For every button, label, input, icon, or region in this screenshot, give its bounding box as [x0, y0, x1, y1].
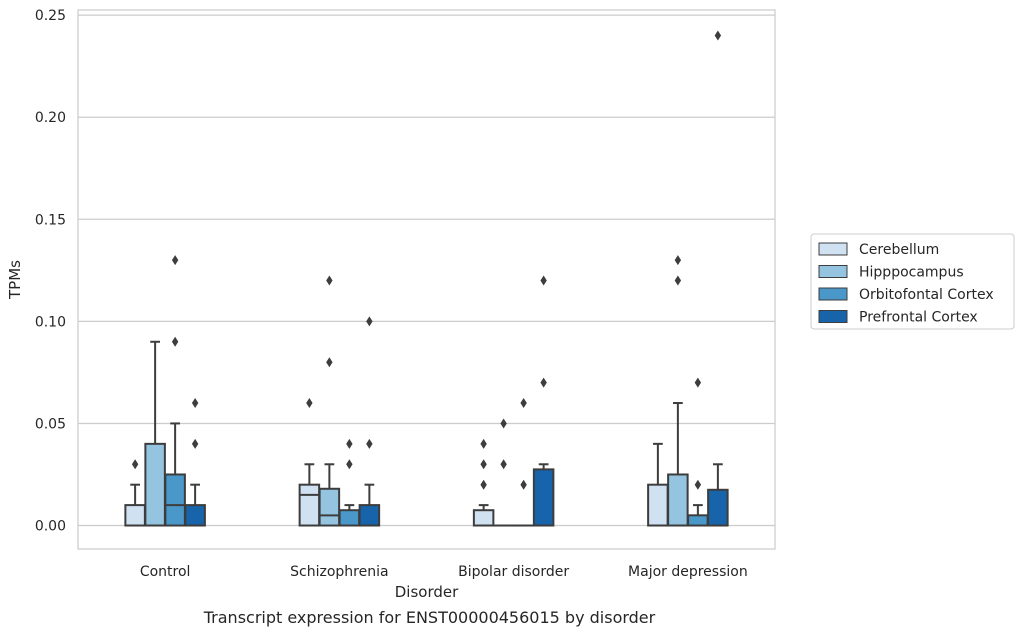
box	[532, 468, 555, 527]
y-tick-label: 0.05	[35, 416, 66, 432]
legend-label: Cerebellum	[859, 242, 939, 258]
x-tick-label: Schizophrenia	[290, 564, 388, 580]
legend-label: Prefrontal Cortex	[859, 310, 978, 326]
box	[472, 509, 495, 527]
box-hipppocampus	[667, 255, 689, 527]
box	[184, 504, 206, 527]
legend-item: Hipppocampus	[818, 265, 964, 281]
box	[144, 442, 166, 527]
plot-frame	[77, 9, 776, 550]
legend-item: Orbitofontal Cortex	[818, 287, 994, 303]
outlier-point	[500, 459, 507, 470]
box	[298, 483, 321, 527]
x-axis-label: Disorder	[395, 583, 459, 601]
legend-items: Cerebellum Hipppocampus Orbitofontal Corte…	[818, 242, 994, 326]
outlier-point	[480, 438, 487, 449]
legend-swatch	[818, 242, 848, 256]
box-orbitofontal-cortex	[512, 398, 535, 527]
outlier-point	[191, 398, 199, 409]
legend-label: Hipppocampus	[859, 265, 964, 281]
box	[707, 488, 729, 527]
box-prefrontal-cortex	[358, 316, 381, 527]
outlier-point	[366, 316, 373, 327]
outlier-point	[520, 479, 527, 490]
y-axis-ticks: 0.00 0.05 0.10 0.15 0.20 0.25	[35, 8, 66, 534]
legend-label: Orbitofontal Cortex	[859, 287, 994, 303]
outlier-point	[540, 275, 547, 286]
outlier-point	[480, 479, 487, 490]
y-tick-label: 0.20	[35, 110, 66, 126]
grid-lines	[78, 14, 775, 527]
box-cerebellum	[124, 459, 146, 527]
box-orbitofontal-cortex	[338, 438, 361, 527]
outlier-point	[346, 459, 353, 470]
outlier-point	[131, 459, 139, 470]
y-tick-label: 0.25	[35, 8, 66, 24]
box-plot-area	[124, 30, 729, 527]
box	[667, 473, 689, 527]
x-tick-label: Bipolar disorder	[458, 564, 569, 580]
box-hipppocampus	[492, 418, 515, 527]
y-tick-label: 0.10	[35, 314, 66, 330]
box-cerebellum	[472, 438, 495, 527]
outlier-point	[674, 275, 682, 286]
box-hipppocampus	[144, 340, 166, 527]
outlier-point	[540, 377, 547, 388]
box	[318, 487, 341, 527]
outlier-point	[520, 398, 527, 409]
outlier-point	[306, 398, 313, 409]
outlier-point	[171, 336, 179, 347]
x-tick-label: Control	[140, 564, 191, 580]
legend-item: Cerebellum	[818, 242, 939, 258]
legend-item: Prefrontal Cortex	[818, 310, 978, 326]
outlier-point	[694, 377, 702, 388]
legend-swatch	[818, 265, 848, 278]
legend-swatch	[818, 287, 848, 301]
outlier-point	[326, 357, 333, 368]
legend-swatch	[818, 310, 848, 323]
box	[338, 509, 361, 527]
box-prefrontal-cortex	[707, 30, 729, 527]
box-prefrontal-cortex	[184, 398, 206, 527]
box-cerebellum	[647, 442, 669, 527]
outlier-point	[500, 418, 507, 429]
outlier-point	[714, 30, 722, 41]
y-tick-label: 0.15	[35, 212, 66, 228]
legend: Cerebellum Hipppocampus Orbitofontal Corte…	[810, 233, 1015, 330]
box-cerebellum	[298, 398, 321, 527]
box	[687, 514, 709, 527]
box-prefrontal-cortex	[532, 275, 555, 527]
outlier-point	[326, 275, 333, 286]
outlier-point	[674, 255, 682, 266]
outlier-point	[366, 438, 373, 449]
box	[647, 483, 669, 527]
outlier-point	[346, 438, 353, 449]
chart-caption: Transcript expression for ENST0000045601…	[203, 608, 656, 627]
box	[358, 504, 381, 527]
y-axis-label: TPMs	[6, 260, 24, 300]
box	[124, 504, 146, 527]
box	[164, 473, 186, 527]
outlier-point	[694, 479, 702, 490]
box-orbitofontal-cortex	[164, 255, 186, 527]
box-orbitofontal-cortex	[687, 377, 709, 527]
x-axis-ticks: Control Schizophrenia Bipolar disorder Majo…	[140, 564, 748, 580]
legend-frame	[810, 233, 1015, 330]
y-tick-label: 0.00	[35, 519, 66, 535]
outlier-point	[171, 255, 179, 266]
outlier-point	[480, 459, 487, 470]
x-tick-label: Major depression	[628, 564, 748, 580]
outlier-point	[191, 438, 199, 449]
box-hipppocampus	[318, 275, 341, 527]
